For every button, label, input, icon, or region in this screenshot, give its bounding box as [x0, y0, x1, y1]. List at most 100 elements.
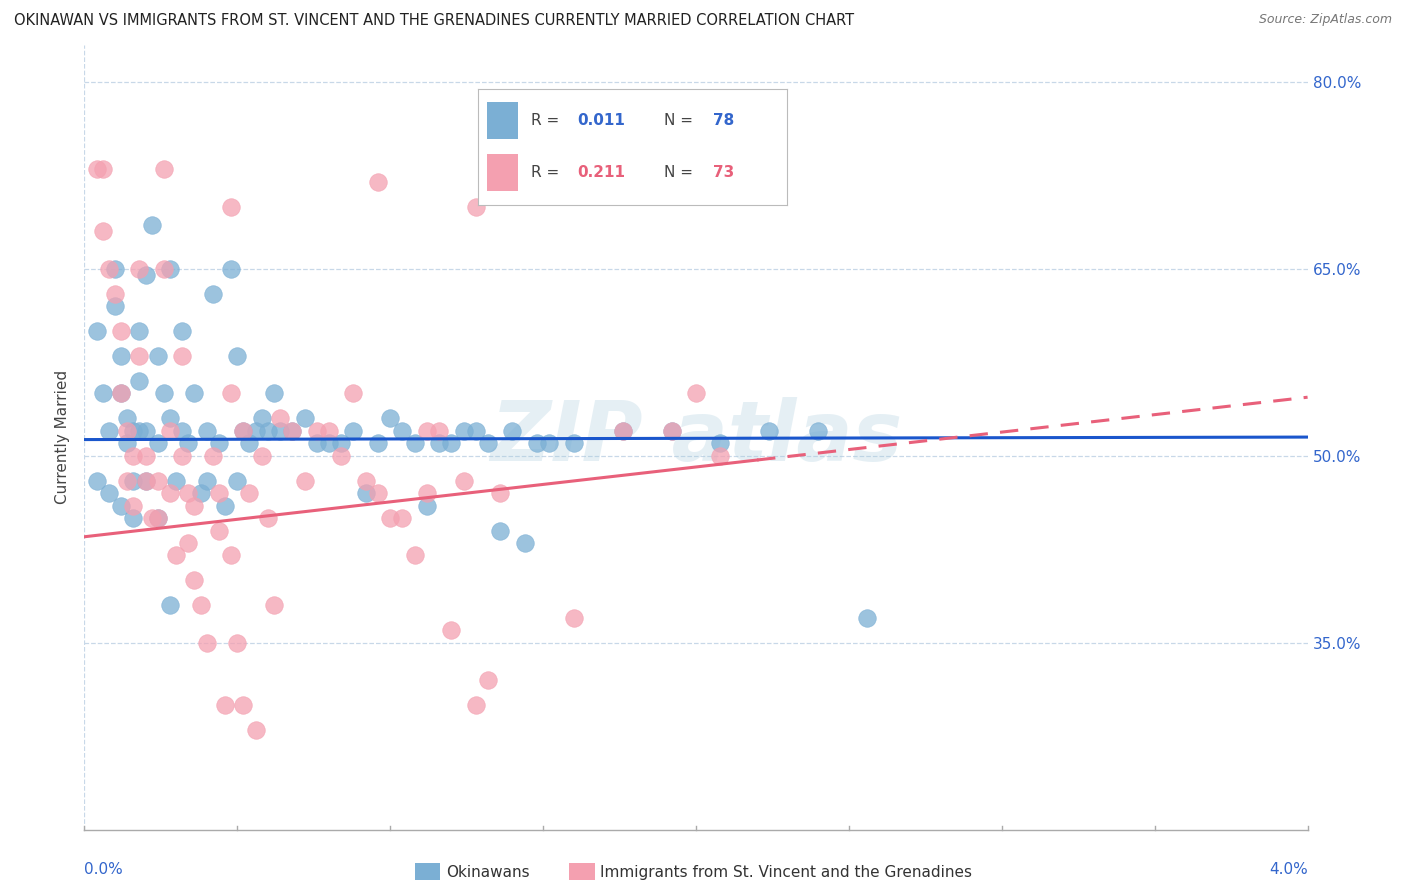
Point — [391, 424, 413, 438]
Point — [709, 436, 731, 450]
Point — [464, 424, 486, 438]
Point — [232, 424, 254, 438]
Point — [354, 474, 377, 488]
Point — [709, 449, 731, 463]
Point — [612, 424, 634, 438]
Point — [91, 386, 114, 401]
Point — [427, 424, 450, 438]
Point — [245, 723, 267, 737]
Point — [219, 549, 242, 563]
Point — [201, 286, 224, 301]
Point — [128, 261, 150, 276]
Point — [159, 599, 181, 613]
Point — [226, 349, 249, 363]
Point — [135, 474, 157, 488]
Point — [391, 511, 413, 525]
Point — [232, 698, 254, 712]
Point — [219, 386, 242, 401]
Point — [318, 424, 340, 438]
Point — [177, 436, 200, 450]
Point — [219, 261, 242, 276]
Point — [416, 424, 439, 438]
Y-axis label: Currently Married: Currently Married — [55, 370, 70, 504]
Point — [86, 474, 108, 488]
Point — [807, 424, 830, 438]
Point — [122, 474, 145, 488]
Point — [214, 499, 236, 513]
Text: N =: N = — [664, 113, 693, 128]
Point — [250, 411, 273, 425]
Text: 0.211: 0.211 — [576, 165, 626, 180]
Text: Immigrants from St. Vincent and the Grenadines: Immigrants from St. Vincent and the Gren… — [600, 865, 973, 880]
Point — [661, 424, 683, 438]
Point — [257, 424, 280, 438]
Point — [183, 499, 205, 513]
Text: 78: 78 — [713, 113, 734, 128]
Point — [172, 349, 194, 363]
Point — [159, 411, 181, 425]
Point — [177, 536, 200, 550]
Point — [330, 449, 353, 463]
Point — [464, 698, 486, 712]
Point — [115, 411, 138, 425]
Point — [440, 436, 463, 450]
Point — [453, 424, 475, 438]
Point — [128, 349, 150, 363]
Point — [110, 349, 132, 363]
Bar — [488, 154, 519, 191]
Text: Source: ZipAtlas.com: Source: ZipAtlas.com — [1258, 13, 1392, 27]
Point — [245, 424, 267, 438]
Point — [318, 436, 340, 450]
Point — [110, 386, 132, 401]
Point — [104, 299, 127, 313]
Point — [269, 424, 291, 438]
Point — [305, 424, 328, 438]
Point — [263, 386, 285, 401]
Point — [214, 698, 236, 712]
Point — [110, 499, 132, 513]
Point — [135, 449, 157, 463]
Text: 4.0%: 4.0% — [1268, 863, 1308, 877]
Point — [856, 611, 879, 625]
Point — [122, 424, 145, 438]
Point — [146, 436, 169, 450]
Point — [758, 424, 780, 438]
Point — [122, 449, 145, 463]
Point — [97, 486, 120, 500]
Point — [104, 286, 127, 301]
Point — [380, 411, 402, 425]
Point — [427, 436, 450, 450]
Point — [97, 424, 120, 438]
Point — [153, 386, 176, 401]
Point — [165, 549, 187, 563]
Point — [141, 511, 163, 525]
Point — [330, 436, 353, 450]
Text: N =: N = — [664, 165, 693, 180]
Point — [477, 436, 499, 450]
Point — [294, 411, 316, 425]
Point — [477, 673, 499, 687]
Point — [489, 524, 512, 538]
Point — [91, 162, 114, 177]
Point — [135, 474, 157, 488]
Text: OKINAWAN VS IMMIGRANTS FROM ST. VINCENT AND THE GRENADINES CURRENTLY MARRIED COR: OKINAWAN VS IMMIGRANTS FROM ST. VINCENT … — [14, 13, 855, 29]
Point — [238, 436, 260, 450]
Point — [159, 486, 181, 500]
Point — [110, 386, 132, 401]
Text: 0.0%: 0.0% — [84, 863, 124, 877]
Point — [128, 324, 150, 338]
Point — [281, 424, 304, 438]
Point — [226, 474, 249, 488]
Point — [342, 386, 364, 401]
Bar — [488, 102, 519, 139]
Point — [538, 436, 561, 450]
Point — [146, 474, 169, 488]
Point — [440, 624, 463, 638]
Text: 73: 73 — [713, 165, 734, 180]
Point — [104, 261, 127, 276]
Point — [464, 200, 486, 214]
Point — [416, 499, 439, 513]
Point — [238, 486, 260, 500]
Point — [226, 635, 249, 649]
Point — [195, 474, 218, 488]
